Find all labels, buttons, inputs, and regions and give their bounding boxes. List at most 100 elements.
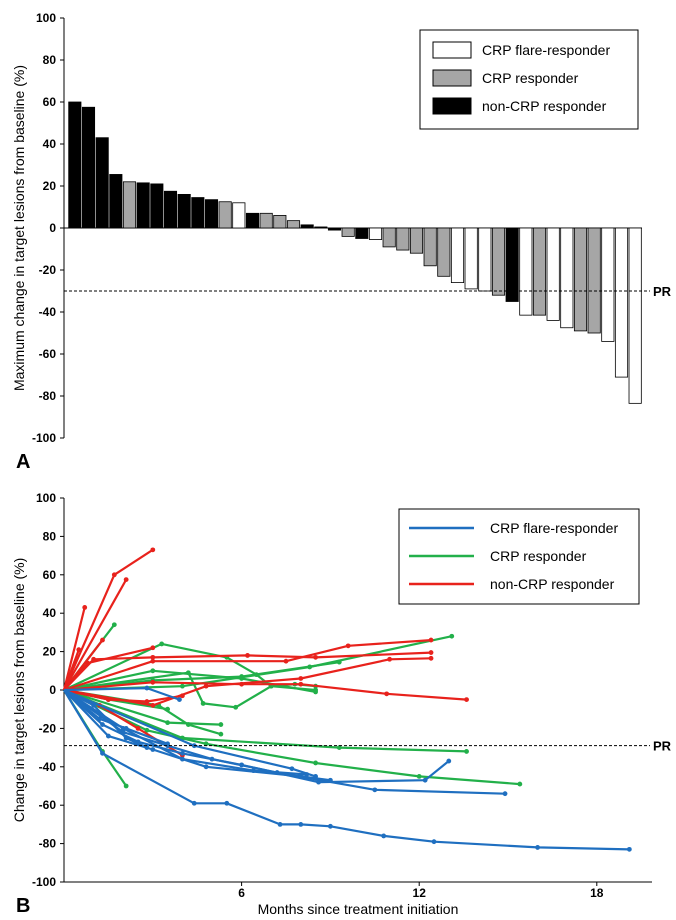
- panel-a-y-axis-title: Maximum change in target lesions from ba…: [11, 65, 27, 391]
- series-line: [63, 689, 520, 786]
- panel-b-y-tick-label: -60: [39, 798, 57, 812]
- bar: [191, 197, 205, 229]
- panel-b-legend-label: non-CRP responder: [490, 576, 615, 592]
- panel-a-legend-label: non-CRP responder: [482, 98, 607, 114]
- bar: [546, 227, 560, 321]
- data-point: [111, 622, 117, 628]
- data-point: [218, 731, 224, 737]
- data-point: [218, 722, 224, 727]
- series-line: [63, 657, 432, 707]
- data-point: [200, 701, 206, 706]
- bar: [409, 227, 424, 254]
- bar: [396, 227, 410, 251]
- bar: [587, 227, 601, 334]
- data-point: [135, 726, 141, 731]
- panel-a-y-tick-label: 100: [36, 11, 56, 25]
- data-point: [626, 846, 632, 852]
- bar: [491, 227, 506, 296]
- data-point: [313, 654, 318, 660]
- data-point: [97, 716, 102, 722]
- data-point: [313, 689, 318, 695]
- panel-a-y-tick-label: -40: [39, 305, 57, 319]
- panel-a-legend-label: CRP flare-responder: [482, 42, 610, 58]
- data-point: [150, 547, 156, 553]
- data-point: [165, 720, 171, 726]
- data-point: [177, 697, 182, 702]
- panel-b-y-tick-label: -40: [39, 760, 57, 774]
- bar: [519, 227, 533, 316]
- panel-a-y-tick-label: 20: [43, 179, 57, 193]
- bar: [614, 227, 629, 378]
- bar: [355, 227, 369, 239]
- bar: [437, 227, 451, 277]
- series-line: [63, 579, 128, 691]
- data-point: [304, 772, 310, 777]
- series-line: [63, 689, 307, 776]
- panel-a-y-tick-label: 40: [43, 137, 57, 151]
- bar: [218, 201, 232, 229]
- panel-b-legend-label: CRP flare-responder: [490, 520, 618, 536]
- series-line: [63, 651, 432, 691]
- data-point: [100, 637, 105, 643]
- data-point: [209, 756, 215, 762]
- data-point: [106, 733, 111, 739]
- panel-b-y-tick-label: 80: [43, 529, 57, 543]
- bar: [327, 227, 342, 231]
- data-point: [298, 822, 304, 827]
- data-point: [245, 653, 250, 658]
- data-point: [203, 741, 209, 747]
- panel-b-y-tick-label: -20: [39, 721, 57, 735]
- data-point: [180, 750, 185, 756]
- bar: [259, 212, 273, 229]
- panel-b-x-axis-title: Months since treatment initiation: [258, 901, 459, 917]
- panel-b-y-tick-label: 100: [36, 491, 56, 505]
- data-point: [381, 833, 387, 839]
- bar: [122, 181, 137, 229]
- series-line: [63, 688, 316, 778]
- data-point: [328, 823, 333, 829]
- series-line: [63, 642, 316, 692]
- panel-a-legend-swatch: [432, 97, 472, 115]
- bar: [150, 183, 164, 229]
- data-point: [283, 658, 289, 664]
- panel-a-y-tick-label: -60: [39, 347, 57, 361]
- data-point: [224, 800, 230, 806]
- data-point: [123, 577, 129, 582]
- data-point: [123, 783, 129, 789]
- data-point: [372, 787, 378, 793]
- bar: [204, 199, 219, 229]
- panel-b-y-tick-label: 40: [43, 606, 57, 620]
- bar: [95, 137, 109, 229]
- data-point: [464, 749, 469, 754]
- data-point: [180, 756, 185, 762]
- bar: [314, 226, 328, 229]
- data-point: [150, 645, 156, 651]
- data-point: [431, 839, 437, 845]
- data-point: [535, 845, 540, 850]
- data-point: [123, 735, 129, 741]
- data-point: [384, 691, 390, 697]
- panel-b-y-tick-label: 0: [49, 683, 56, 697]
- data-point: [82, 605, 88, 610]
- data-point: [150, 747, 156, 752]
- data-point: [422, 777, 428, 783]
- data-point: [428, 650, 434, 655]
- data-point: [203, 683, 209, 689]
- panel-a-pr-label: PR: [653, 284, 672, 299]
- data-point: [100, 750, 105, 756]
- data-point: [336, 745, 342, 750]
- bar: [423, 227, 437, 267]
- series-line: [63, 688, 467, 753]
- bar: [601, 227, 615, 342]
- panel-b-y-tick-label: -100: [32, 875, 56, 889]
- bar: [163, 190, 178, 229]
- data-point: [180, 683, 185, 689]
- panel-a-y-tick-label: 60: [43, 95, 57, 109]
- bar: [68, 101, 82, 229]
- bar: [450, 227, 465, 283]
- data-point: [111, 572, 117, 578]
- data-point: [233, 704, 239, 710]
- bar: [341, 227, 355, 237]
- data-point: [144, 727, 150, 733]
